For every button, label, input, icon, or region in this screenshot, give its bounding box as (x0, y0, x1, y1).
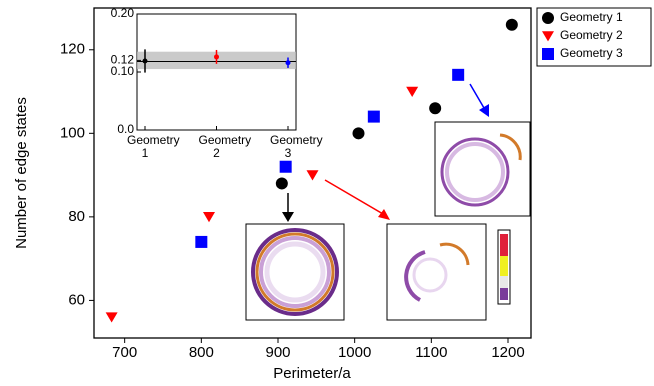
y-tick-label: 100 (60, 124, 85, 141)
field-image (387, 224, 486, 320)
field-image (435, 122, 530, 216)
marker (143, 58, 148, 63)
y-tick-label: 0.12 (111, 53, 135, 67)
marker (106, 312, 118, 322)
marker (452, 69, 464, 81)
page: Perimeter/a Number of edge states 700800… (0, 0, 654, 386)
marker (203, 212, 215, 222)
marker (286, 60, 291, 65)
legend-label: Geometry 2 (560, 28, 623, 42)
legend-label: Geometry 3 (560, 46, 623, 60)
marker (506, 19, 518, 31)
x-tick-label: 700 (112, 344, 137, 361)
x-tick-label: Geometry 3 (258, 134, 318, 160)
marker (406, 87, 418, 97)
colorbar (498, 230, 510, 304)
y-tick-label: 0.20 (111, 6, 135, 20)
legend-marker (542, 48, 554, 60)
marker (280, 161, 292, 173)
marker (353, 127, 365, 139)
field-image (246, 224, 344, 320)
x-tick-label: 800 (189, 344, 214, 361)
marker (368, 111, 380, 123)
x-axis-title: Perimeter/a (273, 365, 351, 382)
marker (307, 170, 319, 180)
legend-label: Geometry 1 (560, 10, 623, 24)
x-tick-label: Geometry 1 (115, 134, 175, 160)
chart: Perimeter/a Number of edge states 700800… (0, 0, 654, 386)
y-tick-label: 80 (68, 208, 85, 225)
marker (214, 54, 219, 59)
x-tick-label: 900 (265, 344, 290, 361)
x-tick-label: 1200 (491, 344, 524, 361)
legend-marker (542, 12, 554, 24)
x-tick-label: Geometry 2 (187, 134, 247, 160)
marker (195, 236, 207, 248)
y-axis-title: Number of edge states (13, 97, 30, 249)
inset-frame (137, 14, 296, 130)
y-tick-label: 60 (68, 291, 85, 308)
y-tick-label: 120 (60, 41, 85, 58)
marker (429, 102, 441, 114)
marker (276, 177, 288, 189)
x-tick-label: 1000 (338, 344, 371, 361)
x-tick-label: 1100 (415, 344, 447, 361)
